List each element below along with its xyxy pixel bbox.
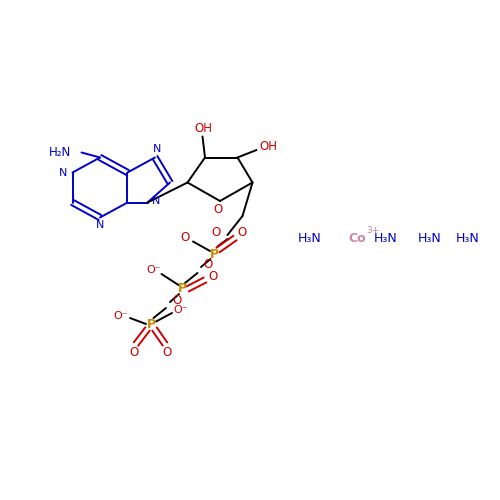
Text: O⁻: O⁻ xyxy=(146,265,161,275)
Text: Co: Co xyxy=(348,232,366,245)
Text: P: P xyxy=(178,282,187,296)
Text: O: O xyxy=(213,204,222,216)
Text: O⁻: O⁻ xyxy=(174,305,188,315)
Text: H₃N: H₃N xyxy=(298,232,322,245)
Text: P: P xyxy=(210,248,218,260)
Text: O: O xyxy=(180,231,190,244)
Text: O: O xyxy=(162,346,172,358)
Text: O: O xyxy=(204,258,213,272)
Text: H₃N: H₃N xyxy=(456,232,479,245)
Text: N: N xyxy=(152,196,160,206)
Text: O⁻: O⁻ xyxy=(114,311,128,321)
Text: H₃N: H₃N xyxy=(418,232,442,245)
Text: P: P xyxy=(146,318,156,330)
Text: O: O xyxy=(212,226,221,239)
Text: 3+: 3+ xyxy=(366,226,380,235)
Text: O: O xyxy=(209,270,218,283)
Text: OH: OH xyxy=(194,122,212,135)
Text: N: N xyxy=(96,220,104,230)
Text: OH: OH xyxy=(260,140,278,153)
Text: H₂N: H₂N xyxy=(49,146,72,159)
Text: O: O xyxy=(172,294,182,308)
Text: H₃N: H₃N xyxy=(374,232,398,245)
Text: N: N xyxy=(60,168,68,177)
Text: O: O xyxy=(238,226,246,239)
Text: O: O xyxy=(130,346,138,358)
Text: N: N xyxy=(153,144,161,154)
